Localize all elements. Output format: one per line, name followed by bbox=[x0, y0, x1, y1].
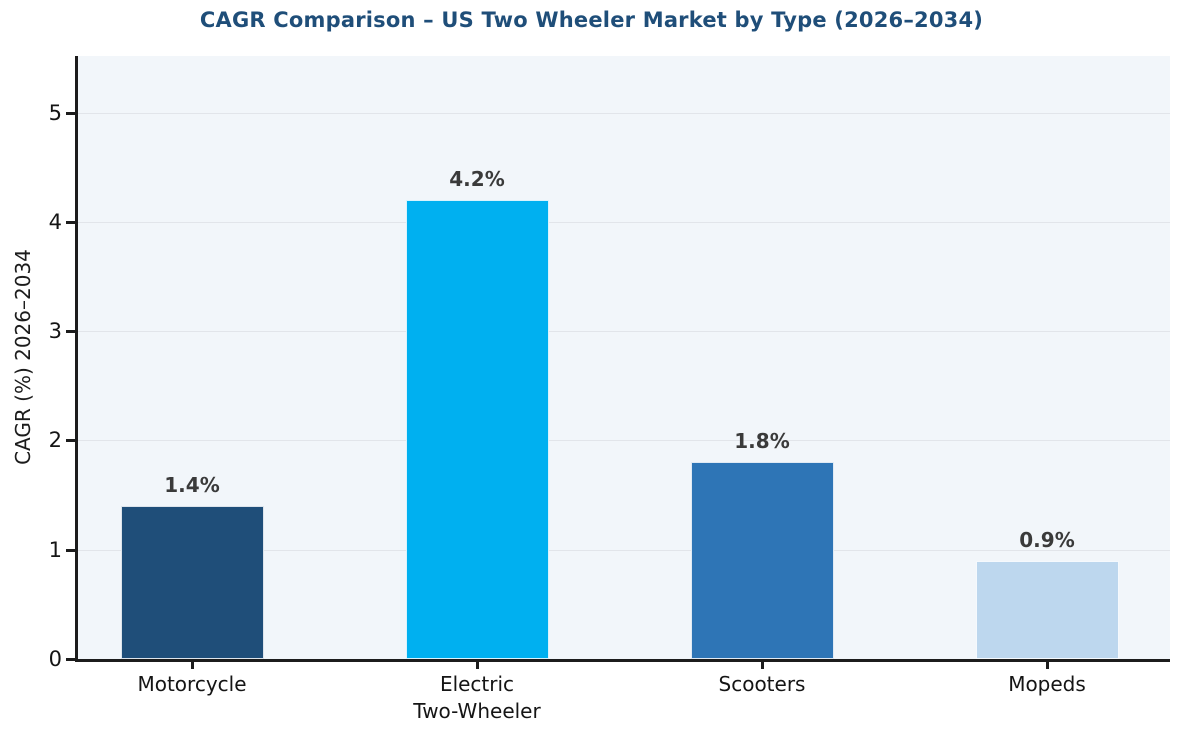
plot-area: 1.4% 4.2% 1.8% 0.9% bbox=[78, 56, 1170, 659]
x-tick-label-line: Scooters bbox=[718, 672, 806, 696]
x-tick-label-line: Motorcycle bbox=[137, 672, 247, 696]
x-tick-label-line: Electric bbox=[439, 672, 515, 696]
gridline-y-5 bbox=[78, 112, 1170, 114]
bar-scooters bbox=[690, 462, 834, 659]
x-tick-label: Scooters bbox=[632, 671, 892, 698]
bar-value-label: 4.2% bbox=[449, 166, 505, 191]
y-tick-mark bbox=[66, 658, 75, 661]
x-axis-spine bbox=[75, 659, 1170, 662]
gridline-y-2 bbox=[78, 440, 1170, 442]
gridline-y-3 bbox=[78, 331, 1170, 333]
y-tick-label: 2 bbox=[48, 428, 62, 453]
gridline-y-1 bbox=[78, 549, 1170, 551]
bar-value-label: 1.8% bbox=[734, 429, 790, 454]
x-tick-mark bbox=[761, 662, 764, 669]
y-tick-label: 5 bbox=[48, 100, 62, 125]
x-tick-label: Electric Two-Wheeler bbox=[347, 671, 607, 725]
y-tick-mark bbox=[66, 330, 75, 334]
y-tick-label: 1 bbox=[48, 537, 62, 562]
x-tick-label: Mopeds bbox=[917, 671, 1177, 698]
x-tick-label-line: Mopeds bbox=[1008, 672, 1086, 696]
bar-electric bbox=[405, 199, 549, 659]
x-tick-label: Motorcycle bbox=[62, 671, 322, 698]
y-tick-label: 4 bbox=[48, 209, 62, 234]
x-tick-label-line: Two-Wheeler bbox=[413, 699, 541, 723]
x-tick-mark bbox=[1046, 662, 1049, 669]
y-tick-mark bbox=[66, 220, 75, 224]
y-tick-mark bbox=[66, 439, 75, 443]
y-tick-label: 3 bbox=[48, 319, 62, 344]
x-tick-mark bbox=[191, 662, 194, 669]
bar-value-label: 0.9% bbox=[1019, 527, 1075, 552]
y-tick-label: 0 bbox=[48, 647, 62, 671]
y-tick-mark bbox=[66, 548, 75, 552]
bar-value-label: 1.4% bbox=[164, 472, 220, 497]
bar-mopeds bbox=[975, 560, 1119, 659]
y-axis-spine bbox=[75, 56, 78, 662]
bar-motorcycle bbox=[120, 505, 264, 659]
chart-title: CAGR Comparison – US Two Wheeler Market … bbox=[199, 8, 984, 32]
gridline-y-4 bbox=[78, 221, 1170, 223]
x-tick-mark bbox=[476, 662, 479, 669]
y-tick-mark bbox=[66, 111, 75, 115]
